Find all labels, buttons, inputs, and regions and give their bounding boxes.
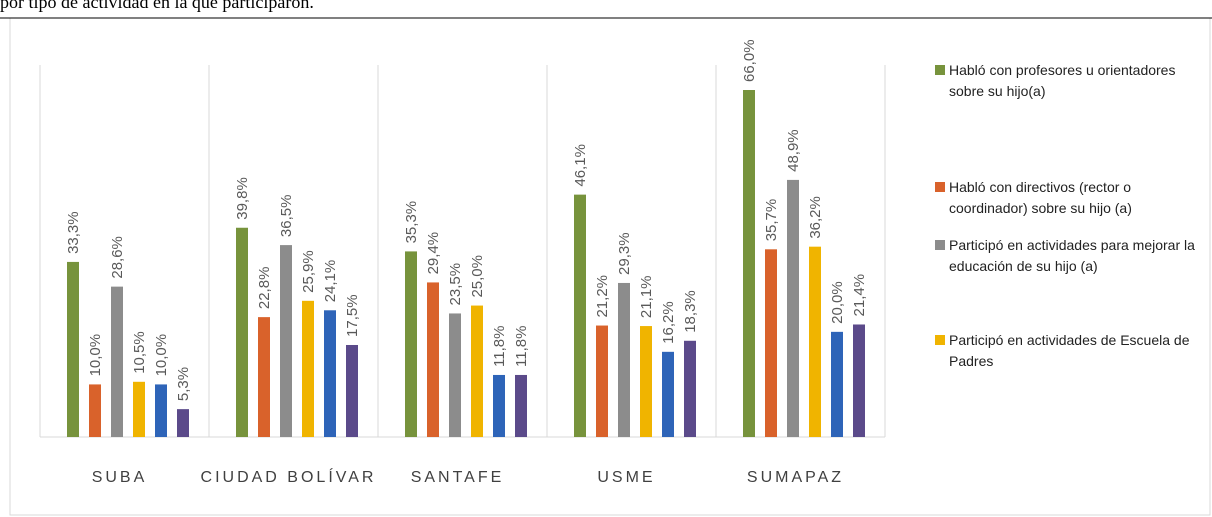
bar [574, 194, 586, 437]
bar [471, 305, 483, 437]
x-tick-label: USME [597, 469, 655, 486]
bar [493, 374, 505, 437]
value-label: 5,3% [175, 367, 192, 401]
value-label: 25,9% [300, 250, 317, 293]
value-label: 10,0% [153, 334, 170, 377]
bar [449, 313, 461, 437]
value-label: 36,5% [278, 195, 295, 238]
bar [346, 344, 358, 437]
bar [427, 282, 439, 437]
bar [765, 249, 777, 437]
value-label: 10,0% [87, 334, 104, 377]
bar [236, 227, 248, 437]
bar [155, 384, 167, 437]
bar [618, 282, 630, 437]
value-label: 11,8% [513, 326, 530, 367]
legend-swatch [935, 65, 945, 75]
x-tick-label: CIUDAD BOLÍVAR [201, 467, 377, 486]
value-label: 35,7% [763, 199, 780, 242]
legend-item: Habló con profesores u orientadores sobr… [935, 60, 1210, 102]
legend-label: Participó en actividades de Escuela de P… [949, 332, 1190, 369]
value-label: 46,1% [572, 144, 589, 187]
chart-title: por tipo de actividad en la que particip… [0, 0, 314, 12]
bar [133, 381, 145, 437]
value-label: 66,0% [741, 39, 758, 82]
bar [515, 374, 527, 437]
legend-label: Habló con profesores u orientadores sobr… [949, 62, 1176, 99]
bar [324, 310, 336, 437]
bar [280, 245, 292, 437]
bar [258, 317, 270, 437]
legend-swatch [935, 335, 945, 345]
bar [596, 325, 608, 437]
value-label: 35,3% [403, 201, 420, 244]
bar [405, 251, 417, 437]
x-tick-label: SUBA [92, 469, 148, 486]
legend-swatch [935, 182, 945, 192]
value-label: 36,2% [807, 196, 824, 239]
bar [831, 331, 843, 437]
value-label: 18,3% [682, 290, 699, 333]
bar [787, 179, 799, 437]
bar [640, 326, 652, 437]
bar [684, 340, 696, 437]
value-label: 21,1% [638, 276, 655, 319]
value-label: 21,2% [594, 275, 611, 318]
value-label: 22,8% [256, 267, 273, 310]
value-label: 29,4% [425, 232, 442, 275]
value-label: 39,8% [234, 177, 251, 220]
bar [302, 300, 314, 437]
legend-swatch [935, 240, 945, 250]
value-label: 28,6% [109, 236, 126, 279]
bar [662, 351, 674, 437]
value-label: 17,5% [344, 294, 361, 337]
value-label: 33,3% [65, 211, 82, 254]
bar [743, 90, 755, 437]
x-tick-label: SANTAFE [411, 469, 505, 486]
value-label: 48,9% [785, 129, 802, 172]
value-label: 11,8% [491, 326, 508, 367]
bar [89, 384, 101, 437]
value-label: 25,0% [469, 255, 486, 298]
value-label: 20,0% [829, 281, 846, 324]
bar [177, 409, 189, 437]
legend-item: Habló con directivos (rector o coordinad… [935, 177, 1210, 219]
bar [67, 261, 79, 437]
value-label: 23,5% [447, 263, 464, 306]
legend-item: Participó en actividades para mejorar la… [935, 235, 1210, 277]
x-tick-label: SUMAPAZ [747, 469, 844, 486]
value-label: 29,3% [616, 232, 633, 275]
bar [111, 286, 123, 437]
legend-item: Participó en actividades de Escuela de P… [935, 330, 1210, 372]
legend-label: Habló con directivos (rector o coordinad… [949, 179, 1132, 216]
value-label: 24,1% [322, 260, 339, 303]
bar [809, 246, 821, 437]
value-label: 21,4% [851, 274, 868, 317]
value-label: 10,5% [131, 331, 148, 374]
value-label: 16,2% [660, 301, 677, 344]
bar [853, 324, 865, 437]
legend-label: Participó en actividades para mejorar la… [949, 237, 1195, 274]
